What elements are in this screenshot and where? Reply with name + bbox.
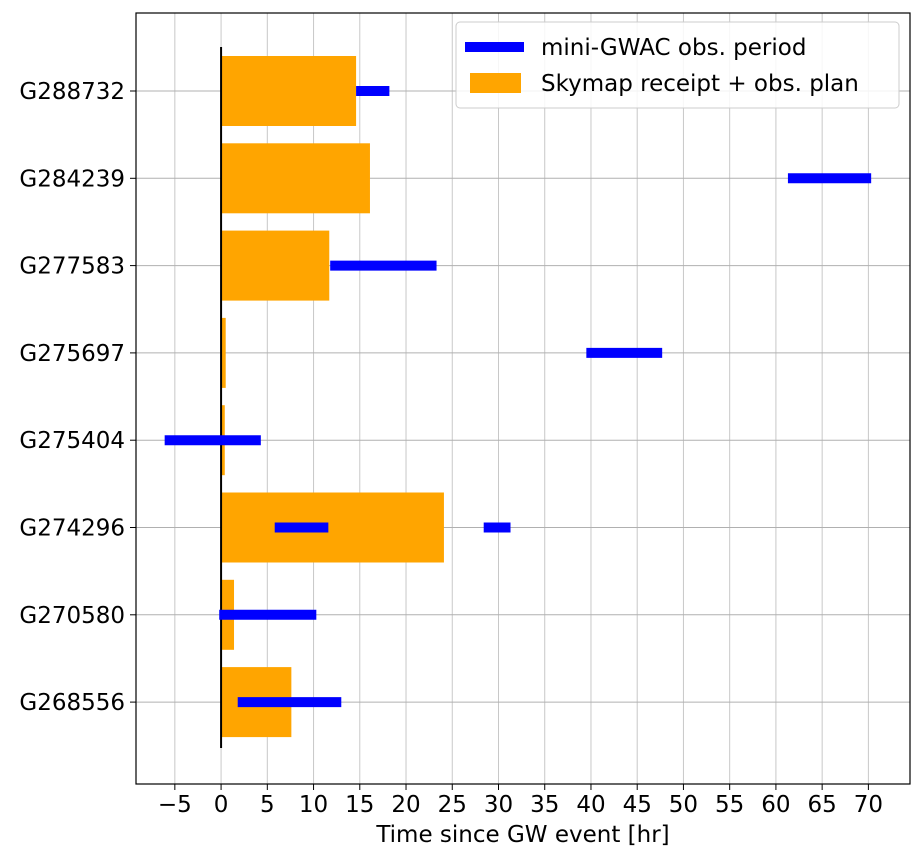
x-tick-label: 35 [530,792,559,818]
y-tick-label: G270580 [19,603,125,629]
x-tick-label: 10 [299,792,328,818]
x-axis-ticks: −5 0 5 10 15 20 25 30 35 40 45 50 55 60 65 70 [158,784,883,818]
y-axis-ticks: G288732 G284239 G277583 G275697 G275404 G2742… [19,79,136,716]
x-tick-label: 5 [260,792,275,818]
x-tick-label: 15 [345,792,374,818]
skymap-bar [221,230,330,301]
legend-skymap-swatch [470,73,521,93]
skymap-bar [221,492,444,563]
y-tick-label: G277583 [19,254,125,280]
x-tick-label: 20 [391,792,420,818]
x-tick-label: 30 [484,792,513,818]
legend: mini-GWAC obs. period Skymap receipt + o… [455,21,900,109]
x-tick-label: 40 [576,792,605,818]
x-tick-label: 50 [669,792,698,818]
y-tick-label: G268556 [19,690,125,716]
y-tick-label: G275697 [19,341,125,367]
legend-skymap-label: Skymap receipt + obs. plan [541,71,859,97]
y-tick-label: G274296 [19,516,125,542]
x-tick-label: 45 [623,792,652,818]
skymap-bar [221,56,357,126]
grid-lines [136,13,910,784]
x-tick-label: −5 [158,792,192,818]
legend-obs-period-label: mini-GWAC obs. period [541,35,806,61]
plot-frame [135,12,911,785]
y-tick-label: G275404 [19,428,125,454]
skymap-bars [221,56,444,738]
x-tick-label: 65 [808,792,837,818]
x-tick-label: 70 [854,792,883,818]
x-tick-label: 0 [214,792,229,818]
obs-period-segments [164,86,872,708]
x-tick-label: 60 [761,792,790,818]
skymap-bar [221,143,370,214]
x-tick-label: 55 [715,792,744,818]
y-tick-label: G284239 [19,166,125,192]
x-tick-label: 25 [438,792,467,818]
skymap-bar [221,317,226,388]
x-axis-label: Time since GW event [hr] [375,822,669,848]
legend-box [455,21,900,109]
y-tick-label: G288732 [19,79,125,105]
